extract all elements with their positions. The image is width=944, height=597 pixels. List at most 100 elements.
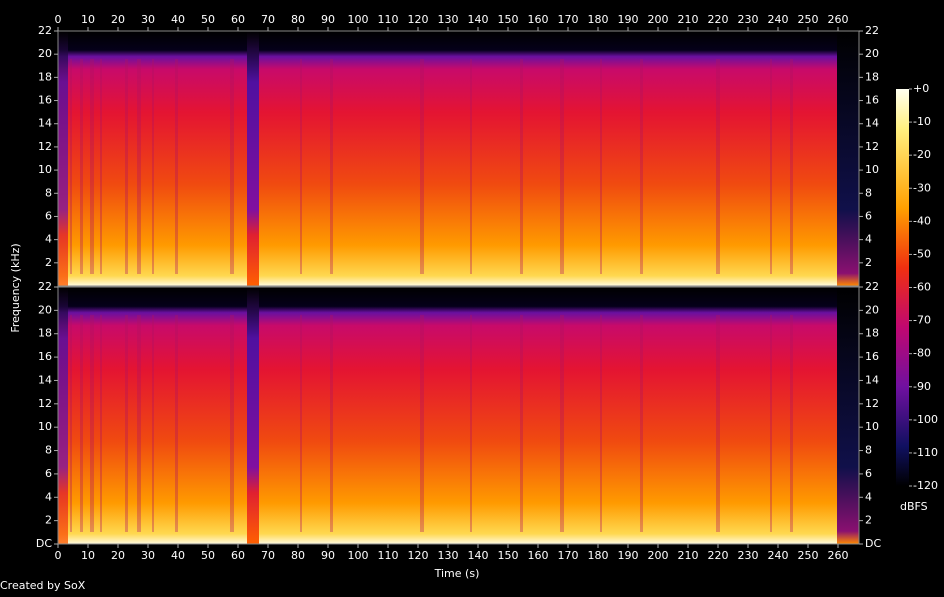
spectrogram-stripe (420, 59, 424, 274)
x-tick-label: 250 (798, 13, 819, 26)
y-tick-label: 22 (865, 24, 879, 37)
plot-frame (57, 30, 860, 287)
colorbar-tick-label: -70 (913, 314, 931, 327)
x-tick-label: 90 (321, 549, 335, 562)
x-tick-label: 210 (678, 549, 699, 562)
y-tick-label: 14 (865, 373, 879, 386)
spectrogram-stripe (300, 59, 302, 274)
y-tick-label: 4 (865, 490, 872, 503)
spectrogram-stripe (80, 315, 83, 532)
spectrogram-stripe (90, 315, 94, 532)
x-tick-label: 110 (378, 13, 399, 26)
y-tick-label: 12 (38, 140, 52, 153)
colorbar-tick-label: -100 (913, 413, 938, 426)
y-tick-label: 6 (865, 209, 872, 222)
y-tick-label: 12 (38, 397, 52, 410)
spectrogram-tail (837, 287, 859, 544)
y-tick-label: 18 (38, 327, 52, 340)
y-tick-label: DC (865, 537, 881, 550)
x-tick-label: 40 (171, 13, 185, 26)
y-tick-label: 10 (865, 420, 879, 433)
x-tick-label: 20 (111, 13, 125, 26)
x-tick-label: 20 (111, 549, 125, 562)
x-tick-label: 180 (588, 13, 609, 26)
spectrogram-stripe (90, 59, 94, 274)
spectrogram-stripe (560, 315, 564, 532)
x-tick-label: 80 (291, 13, 305, 26)
x-tick-label: 80 (291, 549, 305, 562)
spectrogram-image (58, 31, 844, 286)
y-tick-label: 16 (38, 350, 52, 363)
spectrogram-stripe (152, 59, 154, 274)
colorbar-tick-label: -10 (913, 115, 931, 128)
spectrogram-intro (58, 287, 68, 544)
x-tick-label: 250 (798, 549, 819, 562)
x-tick-label: 140 (468, 549, 489, 562)
spectrogram-gap (247, 287, 259, 544)
y-tick-label: 16 (865, 94, 879, 107)
y-tick-label: 10 (38, 163, 52, 176)
x-tick-label: 130 (438, 549, 459, 562)
spectrogram-stripe (175, 315, 178, 532)
x-tick-label: 110 (378, 549, 399, 562)
spectrogram-stripe (300, 315, 302, 532)
spectrogram-stripe (520, 315, 523, 532)
spectrogram-stripe (330, 315, 333, 532)
y-tick-label: 22 (865, 280, 879, 293)
spectrogram-stripe (640, 59, 643, 274)
x-tick-label: 70 (261, 549, 275, 562)
spectrogram-stripe (600, 315, 602, 532)
spectrogram-stripe (420, 315, 424, 532)
colorbar-tick-label: -60 (913, 281, 931, 294)
x-tick-label: 260 (828, 13, 849, 26)
y-tick-label: 8 (45, 444, 52, 457)
x-tick-label: 190 (618, 13, 639, 26)
x-tick-label: 200 (648, 13, 669, 26)
x-tick-label: 100 (348, 13, 369, 26)
spectrogram-stripe (330, 59, 333, 274)
spectrogram-stripe (230, 59, 234, 274)
x-tick-label: 120 (408, 549, 429, 562)
spectrogram-stripe (520, 59, 523, 274)
spectrogram-intro (58, 31, 68, 286)
y-tick-label: 18 (865, 327, 879, 340)
x-tick-label: 210 (678, 13, 699, 26)
y-tick-label: 10 (38, 420, 52, 433)
y-tick-label: DC (36, 537, 52, 550)
spectrogram-stripe (125, 315, 128, 532)
spectrogram-stripe (70, 315, 72, 532)
x-tick-label: 240 (768, 13, 789, 26)
spectrogram-image (58, 287, 844, 544)
colorbar-tick-label: -90 (913, 380, 931, 393)
y-tick-label: 8 (865, 186, 872, 199)
y-tick-label: 4 (45, 233, 52, 246)
spectrogram-stripe (640, 315, 643, 532)
x-tick-label: 160 (528, 13, 549, 26)
y-axis-label: Frequency (kHz) (9, 243, 22, 332)
y-tick-label: 18 (38, 70, 52, 83)
spectrogram-stripe (175, 59, 178, 274)
x-tick-label: 100 (348, 549, 369, 562)
x-tick-label: 10 (81, 549, 95, 562)
colorbar-tick-label: -80 (913, 347, 931, 360)
y-tick-label: 16 (38, 94, 52, 107)
colorbar-tick-label: -40 (913, 214, 931, 227)
colorbar-tick-label: -30 (913, 181, 931, 194)
y-tick-label: 2 (865, 256, 872, 269)
x-tick-label: 0 (55, 549, 62, 562)
spectrogram-stripe (137, 315, 141, 532)
spectrogram-stripe (770, 59, 772, 274)
colorbar-tick-label: -50 (913, 247, 931, 260)
y-tick-label: 4 (865, 233, 872, 246)
colorbar-tick-label: +0 (913, 82, 929, 95)
x-tick-label: 60 (231, 549, 245, 562)
spectrogram-stripe (790, 59, 793, 274)
x-tick-label: 30 (141, 549, 155, 562)
x-tick-label: 10 (81, 13, 95, 26)
y-tick-label: 8 (865, 444, 872, 457)
spectrogram-stripe (790, 315, 793, 532)
y-tick-label: 20 (865, 303, 879, 316)
spectrogram-stripe (100, 59, 102, 274)
x-tick-label: 70 (261, 13, 275, 26)
colorbar (896, 89, 909, 486)
